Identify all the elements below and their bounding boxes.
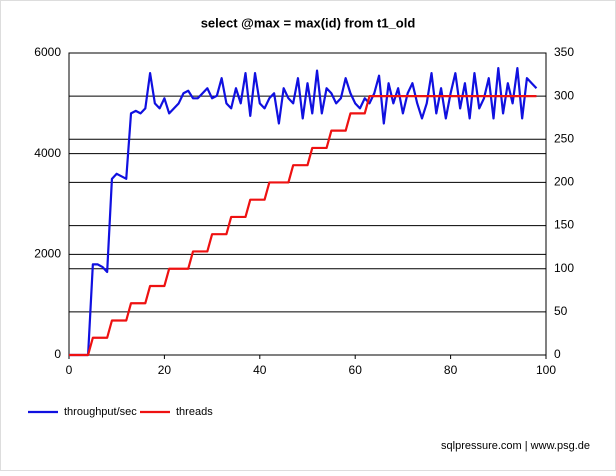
y-tick-label: 2000 — [34, 247, 61, 261]
y2-tick-label: 200 — [554, 175, 574, 189]
footer: sqlpressure.com | www.psg.de — [441, 440, 590, 452]
y-tick-label: 6000 — [34, 45, 61, 59]
chart-title: select @max = max(id) from t1_old — [201, 15, 416, 30]
y2-tick-label: 350 — [554, 45, 574, 59]
x-tick-label: 60 — [349, 363, 363, 377]
x-tick-label: 100 — [536, 363, 556, 377]
y2-tick-label: 100 — [554, 261, 574, 275]
legend-label: throughput/sec — [64, 406, 137, 418]
x-tick-label: 80 — [444, 363, 458, 377]
plot-frame — [68, 52, 547, 356]
y-tick-label: 4000 — [34, 146, 61, 160]
y2-tick-label: 300 — [554, 88, 574, 102]
legend-label: threads — [176, 406, 213, 418]
y2-tick-label: 150 — [554, 218, 574, 232]
x-tick-label: 20 — [158, 363, 172, 377]
y-tick-label: 0 — [54, 347, 61, 361]
x-tick-label: 40 — [253, 363, 267, 377]
y2-tick-label: 50 — [554, 304, 568, 318]
series-line — [69, 95, 537, 357]
y2-tick-label: 250 — [554, 131, 574, 145]
y2-tick-label: 0 — [554, 347, 561, 361]
x-tick-label: 0 — [66, 363, 73, 377]
